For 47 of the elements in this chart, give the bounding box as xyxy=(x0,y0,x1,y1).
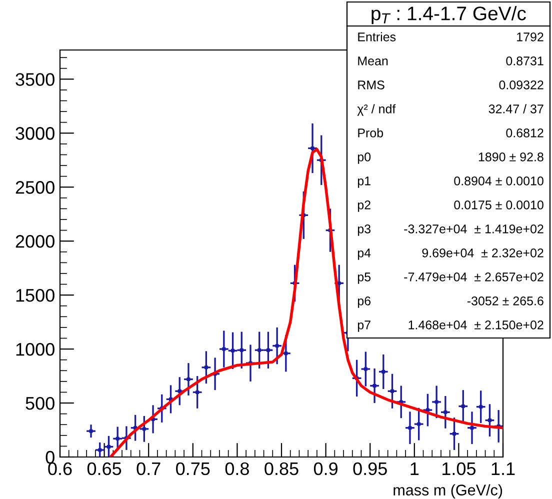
chart-title: p$_{T}$ : 1.4-1.7 GeV/c xyxy=(372,6,526,24)
annotation: 1.468e+04 ± 2.150e+02 xyxy=(408,320,544,330)
annotation: 0.09322 xyxy=(499,80,544,90)
x-tick-label: 0.65 xyxy=(87,462,122,476)
y-tick-label: 3000 xyxy=(16,127,54,140)
y-tick-label: 3500 xyxy=(16,73,54,86)
annotation: p6 xyxy=(358,296,371,308)
annotation: p0 xyxy=(358,152,371,164)
annotation: p3 xyxy=(358,224,371,236)
annotation: RMS xyxy=(358,80,384,90)
annotation: -7.479e+04 ± 2.657e+02 xyxy=(404,272,544,282)
x-axis-title: mass m (GeV/c) xyxy=(394,484,502,498)
x-tick-label: 0.85 xyxy=(264,462,298,476)
x-tick-label: 1 xyxy=(410,462,419,475)
text: 0.6812 xyxy=(506,128,544,138)
annotation: 9.69e+04 ± 2.32e+02 xyxy=(422,248,544,258)
x-tick-label: 0.9 xyxy=(314,462,338,476)
annotation: p7 xyxy=(358,320,370,332)
x-tick-label: 0.7 xyxy=(136,462,160,476)
x-tick-label: 1.1 xyxy=(492,462,515,475)
text: 0.8731 xyxy=(506,56,544,66)
annotation: -3.327e+04 ± 1.419e+02 xyxy=(404,224,544,234)
annotation: p1 xyxy=(358,176,370,188)
text: 1792 xyxy=(517,32,544,42)
annotation: -3052 ± 265.6 xyxy=(467,296,544,306)
x-tick-label: 0.6 xyxy=(48,462,72,476)
annotation: χ² / ndf xyxy=(357,104,396,116)
x-tick-label: 0.75 xyxy=(176,462,210,476)
y-tick-label: 2000 xyxy=(16,235,54,248)
annotation: p2 xyxy=(358,200,370,212)
y-tick-label: 2500 xyxy=(16,181,54,194)
y-tick-label: 0 xyxy=(46,450,54,464)
x-tick-label: 1.05 xyxy=(442,462,476,476)
annotation: p4 xyxy=(358,248,371,260)
x-tick-label: 0.95 xyxy=(353,462,387,476)
annotation: Prob xyxy=(358,128,384,138)
y-tick-label: 1000 xyxy=(16,342,54,356)
annotation: 0.0175 ± 0.0010 xyxy=(454,200,544,210)
annotation: 32.47 / 37 xyxy=(488,104,544,114)
annotation: Mean xyxy=(358,56,388,66)
annotation: 1890 ± 92.8 xyxy=(478,152,544,162)
annotation: 0.8904 ± 0.0010 xyxy=(454,176,544,186)
y-tick-label: 1500 xyxy=(16,289,54,302)
x-tick-label: 0.8 xyxy=(225,462,249,476)
y-tick-label: 500 xyxy=(26,396,54,410)
text: Entries xyxy=(358,32,396,42)
annotation: p5 xyxy=(358,272,371,284)
